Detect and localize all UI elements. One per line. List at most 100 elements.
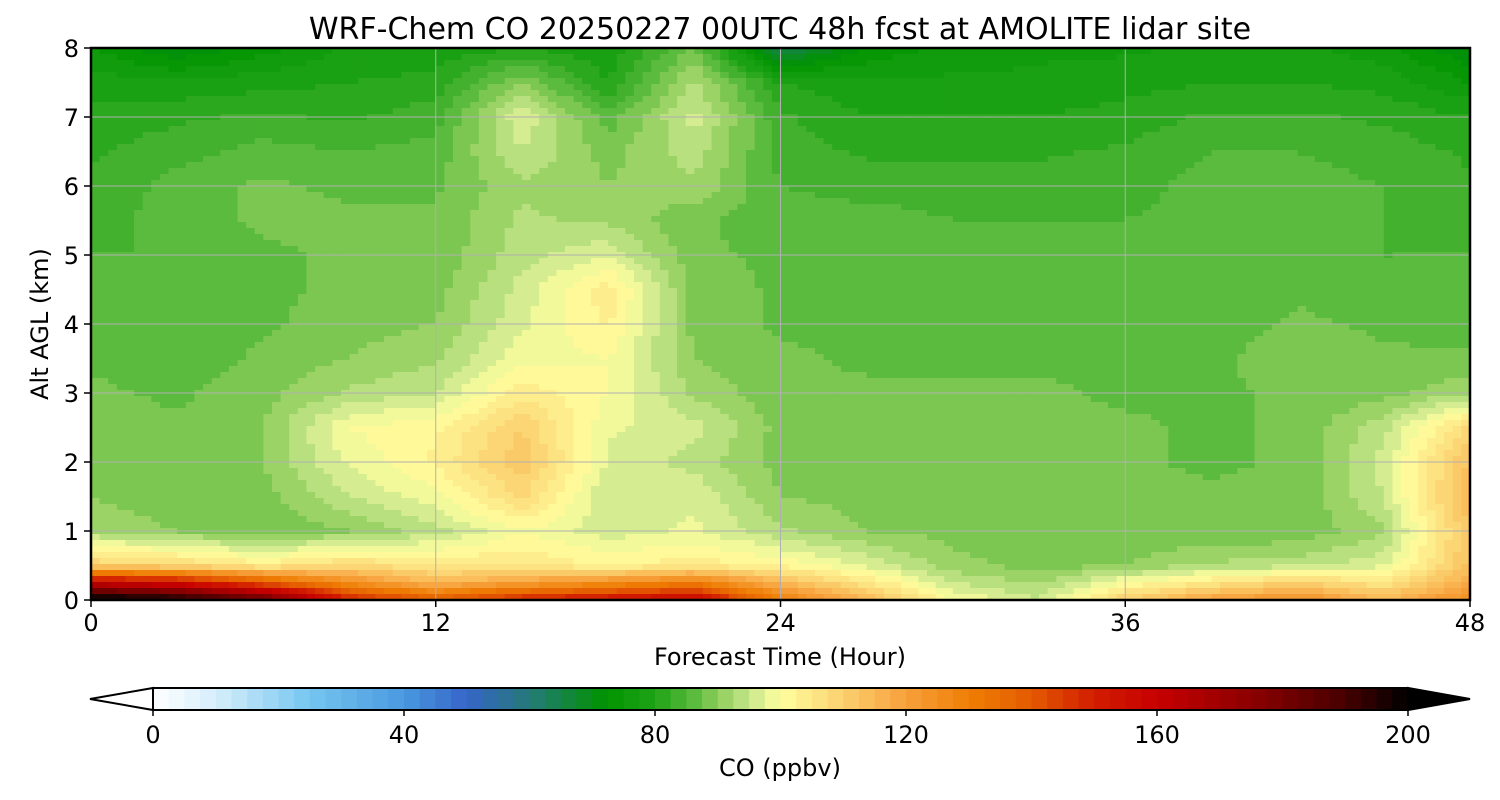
heatmap-cell [849,102,858,109]
heatmap-cell [289,174,298,181]
heatmap-cell [884,174,893,181]
heatmap-cell [1048,138,1057,145]
heatmap-cell [996,144,1005,151]
heatmap-cell [263,192,272,199]
heatmap-cell [677,144,686,151]
heatmap-cell [229,90,238,97]
heatmap-cell [772,174,781,181]
heatmap-cell [798,162,807,169]
heatmap-cell [1332,54,1341,61]
heatmap-cell [970,174,979,181]
heatmap-cell [565,168,574,175]
heatmap-cell [1030,132,1039,139]
heatmap-cell [1203,66,1212,73]
heatmap-cell [772,108,781,115]
heatmap-cell [720,66,729,73]
heatmap-cell [444,90,453,97]
heatmap-cell [1298,78,1307,85]
heatmap-cell [100,168,109,175]
heatmap-cell [1427,102,1436,109]
heatmap-cell [1418,72,1427,79]
heatmap-cell [1168,102,1177,109]
heatmap-cell [600,78,609,85]
heatmap-cell [186,228,195,235]
heatmap-cell [410,126,419,133]
heatmap-cell [1005,120,1014,127]
heatmap-cell [712,222,721,229]
heatmap-cell [298,144,307,151]
heatmap-cell [151,198,160,205]
heatmap-cell [177,174,186,181]
heatmap-cell [1436,108,1445,115]
heatmap-cell [1323,54,1332,61]
heatmap-cell [582,126,591,133]
heatmap-cell [1323,156,1332,163]
heatmap-cell [1280,198,1289,205]
heatmap-cell [1263,54,1272,61]
heatmap-cell [712,90,721,97]
heatmap-cell [332,156,341,163]
heatmap-cell [453,186,462,193]
heatmap-cell [125,156,134,163]
heatmap-cell [1022,150,1031,157]
heatmap-cell [565,222,574,229]
heatmap-cell [108,198,117,205]
heatmap-cell [1358,156,1367,163]
heatmap-cell [1117,132,1126,139]
heatmap-cell [1108,192,1117,199]
heatmap-cell [1074,210,1083,217]
heatmap-cell [1349,108,1358,115]
heatmap-cell [1082,222,1091,229]
heatmap-cell [341,120,350,127]
heatmap-cell [1410,162,1419,169]
heatmap-cell [600,108,609,115]
heatmap-cell [453,198,462,205]
heatmap-cell [1280,138,1289,145]
heatmap-cell [470,168,479,175]
heatmap-cell [677,84,686,91]
heatmap-cell [970,228,979,235]
heatmap-cell [996,138,1005,145]
heatmap-cell [1444,132,1453,139]
heatmap-cell [1436,60,1445,67]
heatmap-cell [1005,54,1014,61]
heatmap-cell [849,216,858,223]
heatmap-cell [970,108,979,115]
heatmap-cell [694,66,703,73]
heatmap-cell [1418,186,1427,193]
heatmap-cell [1341,216,1350,223]
heatmap-cell [961,138,970,145]
heatmap-cell [910,150,919,157]
heatmap-cell [703,120,712,127]
heatmap-cell [884,210,893,217]
heatmap-cell [1229,150,1238,157]
heatmap-cell [453,150,462,157]
heatmap-cell [306,234,315,241]
heatmap-cell [375,222,384,229]
heatmap-cell [1005,90,1014,97]
heatmap-cell [1005,192,1014,199]
heatmap-cell [255,84,264,91]
heatmap-cell [1289,96,1298,103]
heatmap-cell [444,204,453,211]
heatmap-cell [1125,90,1134,97]
heatmap-cell [608,72,617,79]
heatmap-cell [608,204,617,211]
heatmap-cell [350,228,359,235]
heatmap-cell [1005,138,1014,145]
heatmap-cell [1263,150,1272,157]
heatmap-cell [229,144,238,151]
heatmap-cell [1168,186,1177,193]
heatmap-cell [1315,144,1324,151]
heatmap-cell [186,186,195,193]
heatmap-cell [470,66,479,73]
heatmap-cell [1048,120,1057,127]
heatmap-cell [151,78,160,85]
heatmap-cell [427,228,436,235]
heatmap-cell [393,66,402,73]
heatmap-cell [375,72,384,79]
heatmap-cell [1289,132,1298,139]
heatmap-cell [272,132,281,139]
heatmap-cell [1099,96,1108,103]
heatmap-cell [755,84,764,91]
